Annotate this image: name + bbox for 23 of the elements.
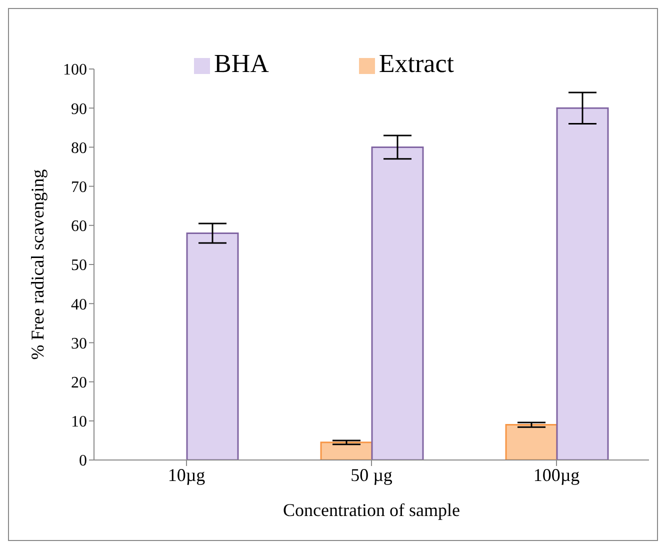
y-tick-label: 100 — [63, 62, 87, 79]
bar — [505, 424, 558, 460]
y-tick-label: 90 — [71, 100, 87, 118]
y-tick-label: 80 — [71, 140, 87, 157]
legend-label: Extract — [378, 49, 454, 78]
y-tick-label: 60 — [71, 218, 87, 236]
y-tick-label: 30 — [71, 335, 87, 352]
y-tick-label: 0 — [79, 452, 87, 470]
y-tick-label: 20 — [71, 374, 87, 392]
y-axis-title: % Free radical scavenging — [27, 169, 48, 360]
bar — [320, 442, 373, 460]
y-tick-label: 10 — [71, 414, 87, 431]
x-tick-label: 50 µg — [350, 464, 392, 485]
bar — [186, 232, 239, 460]
y-tick-label: 50 — [71, 257, 87, 274]
legend-label: BHA — [214, 49, 269, 78]
x-axis-title: Concentration of sample — [283, 500, 460, 520]
y-tick-label: 70 — [71, 178, 87, 196]
y-tick-label: 40 — [71, 296, 87, 314]
x-tick-label: 100µg — [533, 464, 580, 485]
bar — [556, 107, 609, 460]
x-tick-label: 10µg — [168, 464, 206, 485]
bar — [371, 146, 424, 460]
